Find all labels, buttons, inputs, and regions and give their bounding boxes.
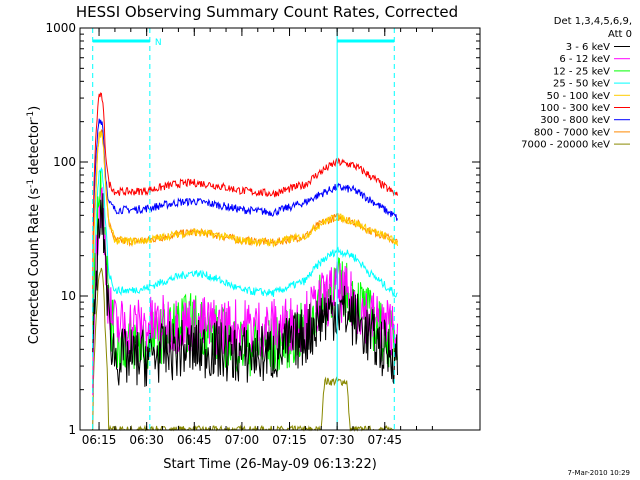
legend-label-9: 7000 - 20000 keV: [521, 140, 610, 151]
x-tick-label-7: 07:45: [367, 433, 402, 447]
plot-frame: [79, 27, 481, 431]
x-tick-label-5: 07:15: [272, 433, 307, 447]
legend-header-line1: Det 1,3,4,5,6,9,: [554, 16, 632, 27]
legend-label-8: 800 - 7000 keV: [534, 127, 610, 138]
legend-label-1: 3 - 6 keV: [566, 42, 610, 53]
y-axis-label: Corrected Count Rate (s-1 detector-1): [26, 106, 42, 344]
x-tick-label-2: 06:30: [129, 433, 164, 447]
x-tick-label-6: 07:30: [320, 433, 355, 447]
legend-label-6: 100 - 300 keV: [540, 103, 610, 114]
series-group: [92, 92, 398, 432]
y-tick-label-3: 100: [53, 155, 76, 169]
y-tick-label-4: 1000: [45, 21, 76, 35]
series-line-5: [92, 131, 398, 330]
series-line-7: [92, 118, 398, 314]
series-line-2: [92, 186, 398, 396]
y-tick-label-1: 1: [68, 423, 76, 437]
observing-bar-label: N: [155, 38, 162, 48]
axes-group: N 06:15 06:30 06:45 07:00 07:15 07:30 07:45 1 10 1…: [45, 21, 481, 447]
series-line-4: [92, 166, 398, 351]
x-tick-label-4: 07:00: [225, 433, 260, 447]
x-axis-label: Start Time (26-May-09 06:13:22): [163, 457, 377, 472]
chart-title: HESSI Observing Summary Count Rates, Cor…: [76, 3, 458, 21]
y-tick-label-2: 10: [61, 289, 76, 303]
legend-label-5: 50 - 100 keV: [547, 91, 611, 102]
series-line-6: [92, 92, 398, 294]
legend-label-2: 6 - 12 keV: [559, 54, 610, 65]
legend-label-7: 300 - 800 keV: [540, 115, 610, 126]
legend-label-3: 12 - 25 keV: [553, 66, 610, 77]
legend-label-4: 25 - 50 keV: [553, 79, 610, 90]
date-stamp: 7-Mar-2010 10:29: [568, 469, 630, 477]
x-tick-label-3: 06:45: [177, 433, 212, 447]
series-line-1: [92, 193, 398, 387]
legend-header-line2: Att 0: [608, 29, 632, 40]
x-tick-label-1: 06:15: [82, 433, 117, 447]
